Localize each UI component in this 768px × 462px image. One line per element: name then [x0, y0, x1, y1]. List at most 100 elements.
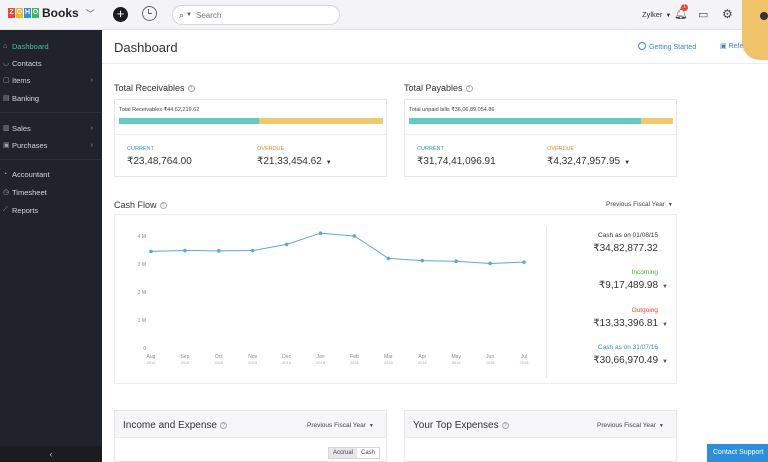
x-tick-label: Jun	[486, 354, 494, 360]
cashflow-data-point	[318, 231, 323, 235]
folder-icon[interactable]: ▭	[698, 9, 709, 21]
refer-link[interactable]: ▣ Refe	[720, 42, 743, 50]
receivables-overdue-dropdown[interactable]: ₹21,33,454.62 ▼	[257, 156, 332, 167]
sidebar-item-label: Accountant	[12, 169, 50, 179]
x-tick-label: Mar	[384, 354, 393, 360]
logo-letter: O	[32, 8, 39, 18]
cashflow-series-line	[150, 232, 525, 264]
y-tick-label: 0	[143, 346, 146, 352]
x-tick-label: Apr	[418, 354, 426, 360]
top-expenses-period-dropdown[interactable]: Previous Fiscal Year ▼	[597, 422, 664, 429]
person-icon: ◡	[3, 60, 10, 67]
plus-icon[interactable]: +	[113, 7, 128, 22]
help-icon[interactable]: ?	[219, 422, 227, 429]
help-icon[interactable]: ?	[187, 85, 195, 92]
cashflow-data-point	[352, 234, 357, 238]
sidebar-item-banking[interactable]: ▤ Banking	[0, 90, 102, 106]
x-tick-year: 2016	[486, 360, 496, 365]
caret-down-icon[interactable]: ▼	[186, 12, 192, 18]
card-header: Income and Expense? Previous Fiscal Year…	[115, 411, 386, 438]
sidebar-item-purchases[interactable]: ▣ Purchases ›	[0, 137, 102, 153]
sidebar-item-items[interactable]: ▢ Items ›	[0, 72, 102, 88]
caret-down-icon: ▼	[665, 13, 672, 19]
org-name: Zylker	[642, 10, 663, 19]
sidebar-item-timesheet[interactable]: ◷ Timesheet	[0, 184, 102, 200]
payables-title-text: Total Payables	[404, 83, 463, 93]
basis-toggle: Accrual Cash	[328, 447, 381, 459]
outgoing-dropdown[interactable]: ₹13,33,396.81 ▼	[560, 318, 668, 329]
search-input[interactable]	[196, 10, 316, 20]
avatar[interactable]	[760, 12, 768, 20]
sidebar-item-label: Purchases	[12, 140, 48, 150]
chevron-right-icon: ›	[90, 124, 93, 132]
sidebar-item-sales[interactable]: ▥ Sales ›	[0, 120, 102, 136]
top-expenses-card: Your Top Expenses? Previous Fiscal Year ▼	[404, 410, 677, 462]
bell-icon[interactable]: 🔔︎	[674, 8, 688, 20]
divider	[102, 63, 768, 64]
x-tick-label: Nov	[248, 354, 257, 360]
history-icon[interactable]	[142, 6, 157, 21]
sidebar-item-label: Banking	[12, 93, 40, 103]
x-tick-year: 2015	[147, 360, 157, 365]
notification-badge: 1	[681, 4, 688, 11]
search-icon: ⌕	[179, 9, 185, 20]
org-switcher[interactable]: Zylker ▼	[642, 10, 671, 19]
help-icon[interactable]: ?	[501, 422, 509, 429]
sidebar-item-accountant[interactable]: ◔ Accountant	[0, 166, 102, 182]
sidebar-item-contacts[interactable]: ◡ Contacts	[0, 55, 102, 71]
accrual-toggle[interactable]: Accrual	[329, 448, 358, 458]
help-icon[interactable]: ?	[465, 85, 473, 92]
payables-current-fill	[409, 118, 642, 124]
y-tick-label: 3 M	[138, 262, 146, 268]
cashflow-data-point	[217, 249, 221, 253]
contact-support-button[interactable]: Contact Support	[707, 444, 768, 462]
receivables-current-amount: ₹23,48,764.00	[127, 156, 192, 167]
cashflow-card	[114, 214, 677, 384]
page-title: Dashboard	[114, 40, 178, 55]
chevron-right-icon: ›	[90, 76, 93, 84]
getting-started-link[interactable]: Getting Started	[638, 42, 696, 51]
cashflow-data-point	[386, 256, 391, 261]
user-icon: ◔	[3, 170, 8, 178]
cashflow-period-dropdown[interactable]: Previous Fiscal Year ▼	[606, 201, 673, 208]
cashflow-data-point	[250, 248, 255, 253]
bag-icon: ▣	[3, 142, 10, 149]
sidebar-item-dashboard[interactable]: ⌂ Dashboard	[0, 38, 102, 54]
x-tick-label: Jan	[317, 354, 325, 360]
payables-title: Total Payables?	[404, 83, 473, 93]
payables-overdue-fill	[641, 118, 673, 124]
payables-total: Total unpaid bills ₹36,06,89,054.86	[409, 107, 495, 113]
cashflow-data-point	[149, 249, 153, 254]
cash-closing-dropdown[interactable]: ₹30,66,970.49 ▼	[560, 355, 668, 366]
payables-overdue-dropdown[interactable]: ₹4,32,47,957.95 ▼	[547, 156, 630, 167]
cash-closing-amount: ₹30,66,970.49	[593, 355, 659, 366]
sidebar-item-reports[interactable]: ⟋ Reports	[0, 202, 102, 218]
getting-started-label: Getting Started	[649, 44, 697, 51]
app-switcher[interactable]: Z O H O Books ﹀	[8, 6, 95, 20]
income-expense-period-label: Previous Fiscal Year	[307, 422, 366, 429]
y-tick-label: 4 M	[138, 234, 146, 240]
payables-overdue-label: OVERDUE	[547, 146, 575, 152]
incoming-amount: ₹9,17,489.98	[598, 280, 659, 291]
incoming-dropdown[interactable]: ₹9,17,489.98 ▼	[560, 280, 668, 291]
x-tick-label: Jul	[521, 354, 527, 360]
cashflow-period-label: Previous Fiscal Year	[606, 201, 665, 208]
income-expense-period-dropdown[interactable]: Previous Fiscal Year ▼	[307, 422, 374, 429]
help-icon[interactable]: ?	[159, 202, 167, 209]
x-tick-label: May	[451, 354, 461, 360]
cash-toggle[interactable]: Cash	[361, 450, 376, 456]
payables-bar	[409, 118, 673, 124]
gear-icon[interactable]: ⚙	[722, 7, 733, 21]
x-tick-label: Oct	[215, 354, 223, 360]
corner-decoration	[742, 0, 768, 60]
search-box[interactable]: ⌕ ▼	[172, 5, 340, 25]
x-tick-year: 2015	[282, 360, 292, 365]
x-tick-year: 2016	[418, 360, 428, 365]
cash-opening-amount: ₹34,82,877.32	[593, 243, 658, 254]
cashflow-title: Cash Flow?	[114, 200, 167, 210]
y-tick-label: 2 M	[138, 290, 146, 296]
sidebar: ⌂ Dashboard ◡ Contacts ▢ Items › ▤ Banking ▥ S…	[0, 30, 102, 462]
bank-icon: ▤	[3, 95, 10, 102]
sidebar-collapse-button[interactable]: ‹	[0, 446, 102, 462]
outgoing-label: Outgoing	[631, 307, 658, 314]
